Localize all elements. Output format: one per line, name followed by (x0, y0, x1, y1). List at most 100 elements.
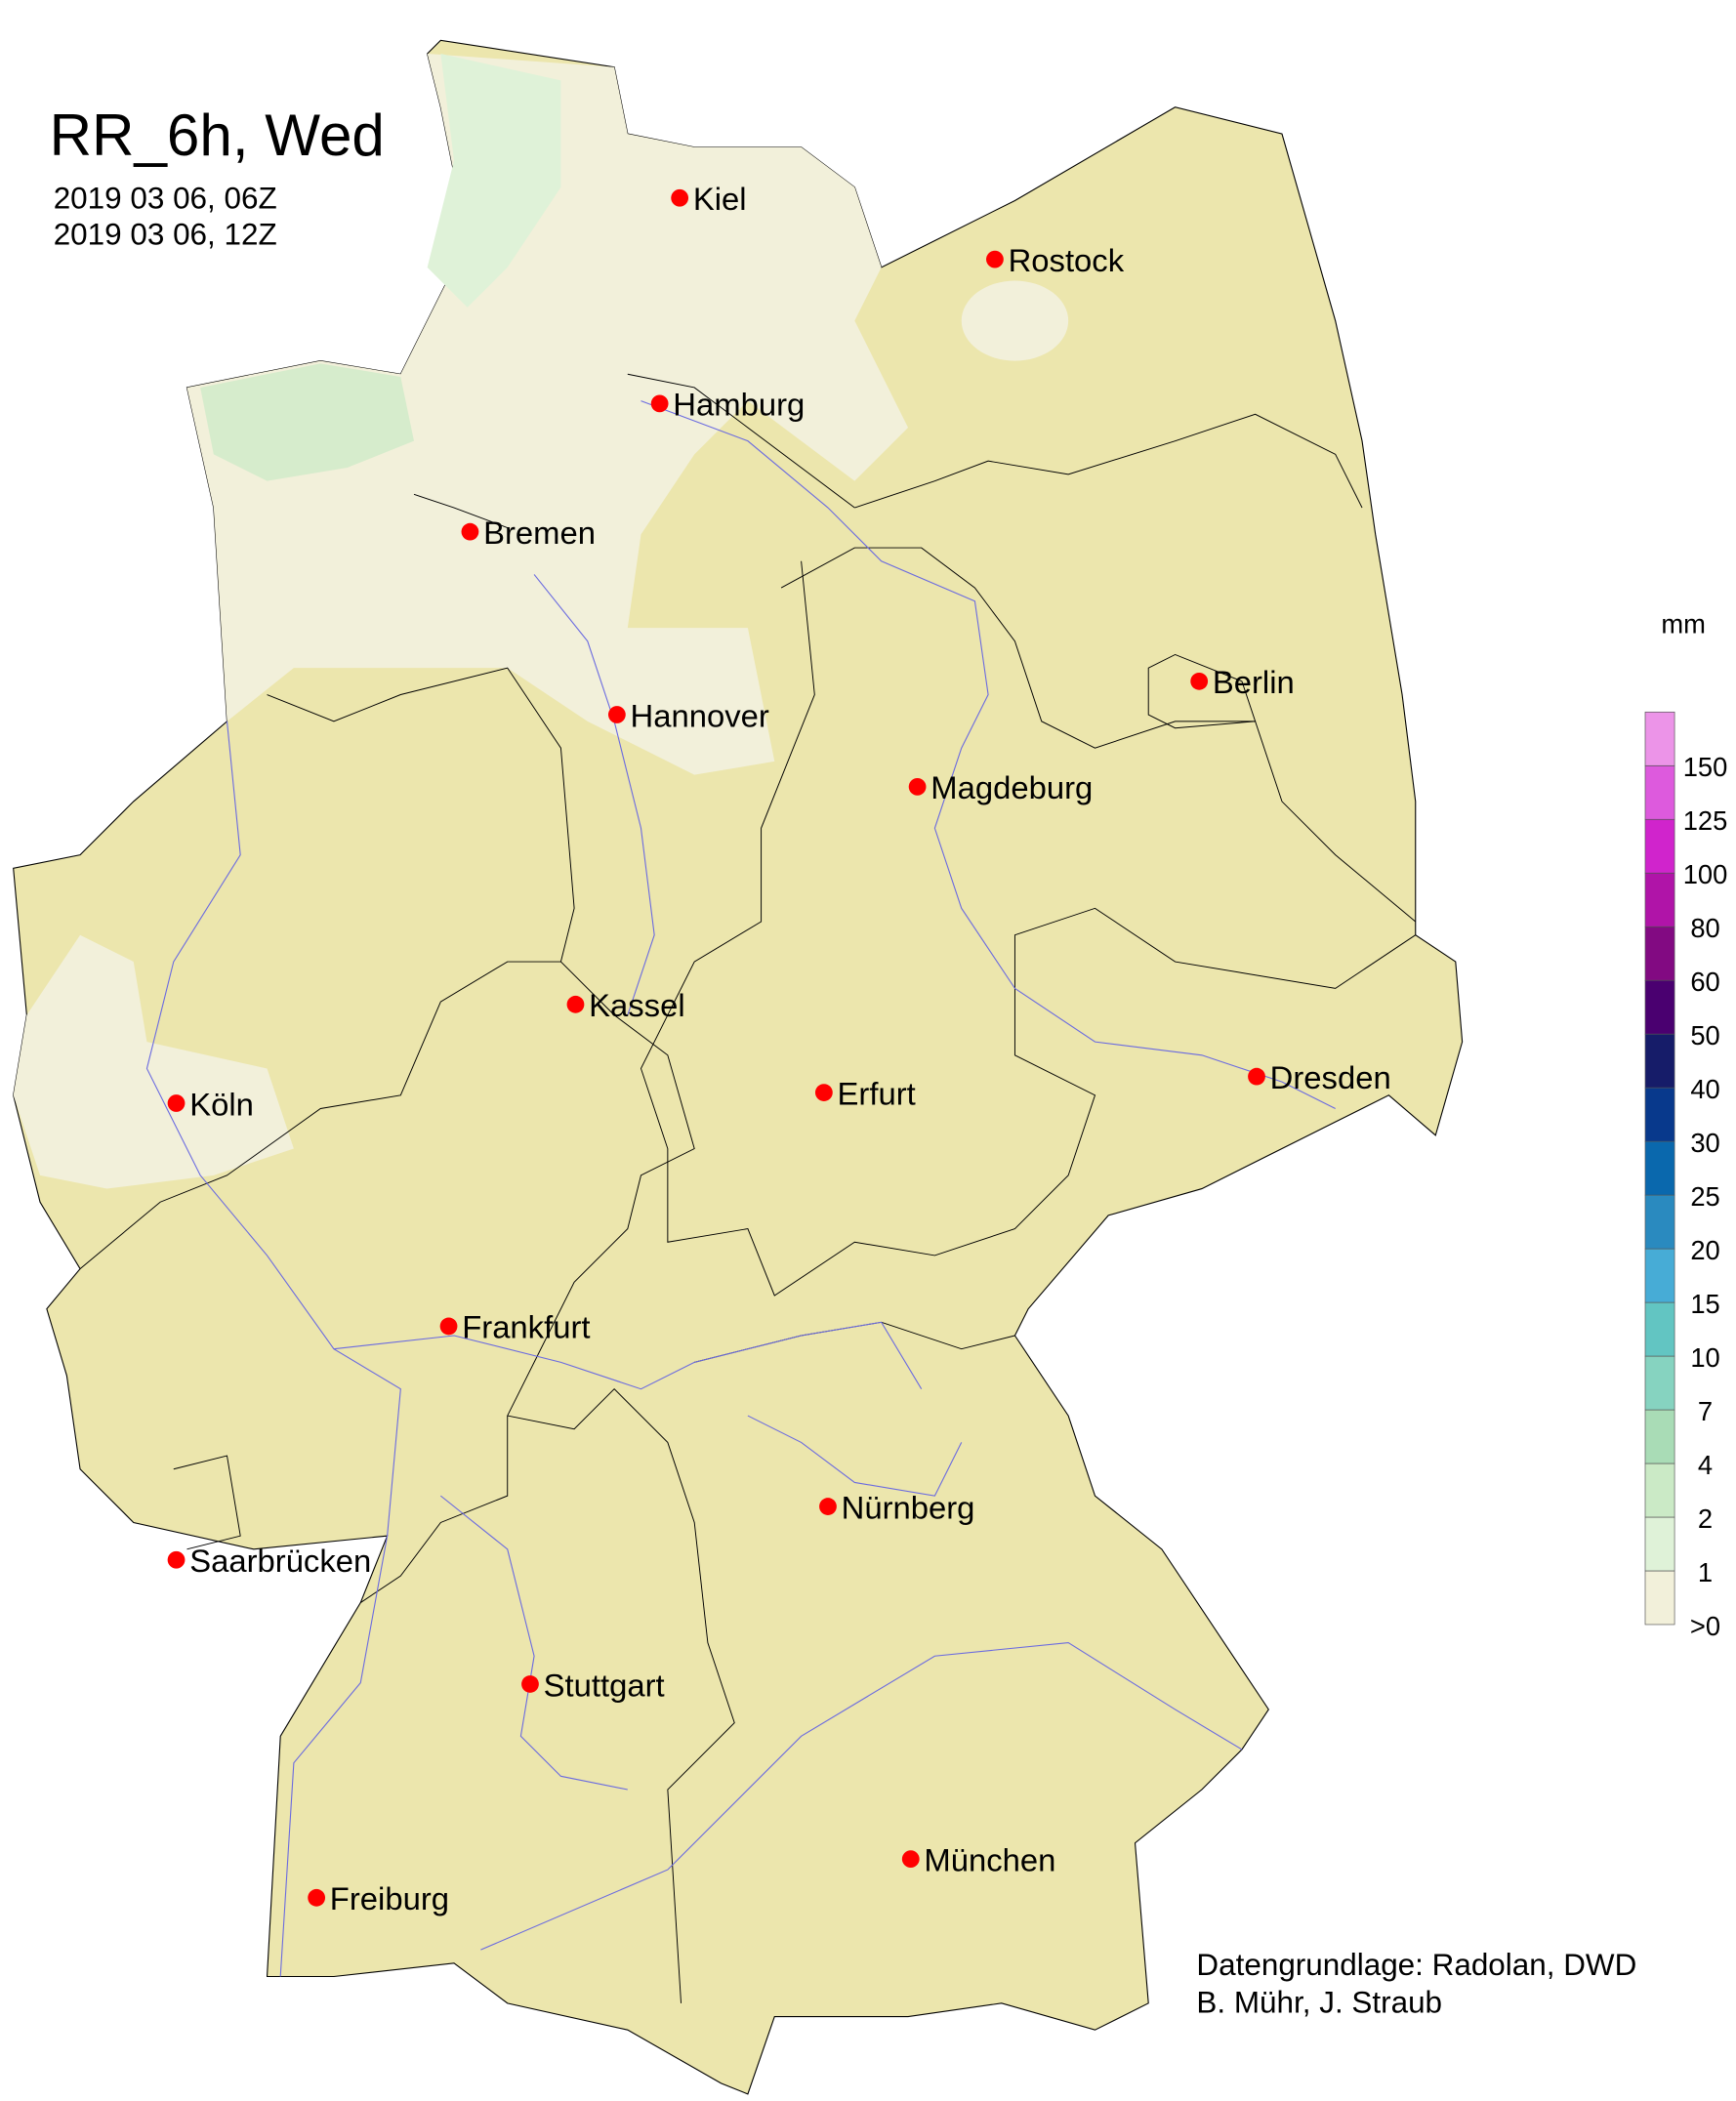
legend-swatch (1644, 1516, 1675, 1572)
rain-area-coast (427, 54, 561, 308)
city-label: Köln (189, 1086, 254, 1122)
city-label: Magdeburg (930, 769, 1093, 805)
city-marker (986, 250, 1004, 268)
city-freiburg: Freiburg (308, 1880, 449, 1916)
city-label: Hamburg (673, 387, 805, 423)
city-magdeburg: Magdeburg (908, 769, 1093, 805)
legend-label: 4 (1698, 1450, 1713, 1480)
legend-swatch (1644, 1301, 1675, 1357)
legend-swatch (1644, 818, 1675, 874)
city-marker (901, 1850, 920, 1869)
city-marker (908, 777, 927, 796)
city-label: Bremen (483, 515, 596, 551)
city-kassel: Kassel (566, 987, 685, 1023)
city-marker (819, 1498, 837, 1515)
legend-label: 40 (1690, 1074, 1719, 1104)
city-label: Hannover (631, 697, 769, 733)
city-label: Kassel (589, 987, 685, 1023)
legend-swatch (1644, 1248, 1675, 1303)
city-marker (308, 1888, 326, 1907)
legend-swatch (1644, 1409, 1675, 1464)
city-label: Kiel (693, 181, 747, 217)
legend-label: 7 (1698, 1396, 1713, 1426)
legend-swatch (1644, 711, 1675, 766)
legend-swatch (1644, 926, 1675, 981)
city-marker (566, 995, 585, 1013)
legend-label: 1 (1698, 1557, 1713, 1587)
credit-authors: B. Mühr, J. Straub (1196, 1985, 1442, 2019)
legend-swatch (1644, 1194, 1675, 1250)
legend-label: 20 (1690, 1235, 1719, 1265)
city-marker (461, 522, 479, 541)
city-label: Berlin (1213, 664, 1295, 700)
legend-label: 50 (1690, 1020, 1719, 1050)
legend-label: 150 (1683, 752, 1728, 782)
legend-swatch (1644, 1570, 1675, 1626)
city-label: Dresden (1270, 1059, 1391, 1095)
city-marker (167, 1094, 186, 1112)
city-berlin: Berlin (1190, 664, 1295, 700)
legend-swatch (1644, 1140, 1675, 1196)
legend-swatch (1644, 764, 1675, 820)
germany-map (13, 39, 1464, 2095)
city-label: Saarbrücken (189, 1543, 371, 1579)
city-label: Frankfurt (462, 1309, 590, 1345)
city-marker (650, 394, 669, 413)
city-marker (814, 1084, 833, 1101)
rivers (145, 400, 1336, 1977)
city-marker (167, 1550, 186, 1569)
legend-label: 60 (1690, 967, 1719, 997)
legend-swatch (1644, 1355, 1675, 1411)
city-label: München (924, 1841, 1055, 1877)
legend-swatch (1644, 979, 1675, 1035)
city-stuttgart: Stuttgart (521, 1667, 665, 1703)
city-rostock: Rostock (986, 242, 1125, 278)
light-rain-area-rostock (961, 280, 1069, 361)
city-kiel: Kiel (671, 181, 747, 217)
legend-label: 80 (1690, 913, 1719, 943)
city-markers: Kiel Rostock Hamburg Bremen Berlin Hannover Ma… (167, 181, 1391, 1916)
legend-label: 125 (1683, 805, 1728, 836)
legend-label: 10 (1690, 1342, 1719, 1373)
city-köln: Köln (167, 1086, 254, 1122)
city-label: Freiburg (330, 1880, 449, 1916)
city-marker (671, 188, 689, 207)
period-end: 2019 03 06, 12Z (54, 218, 277, 252)
city-erfurt: Erfurt (814, 1075, 916, 1111)
light-rain-area-north (186, 54, 909, 775)
city-label: Stuttgart (544, 1667, 665, 1703)
legend-swatch (1644, 1087, 1675, 1142)
city-saarbrücken: Saarbrücken (167, 1543, 371, 1579)
city-dresden: Dresden (1248, 1059, 1391, 1095)
legend-label: 30 (1690, 1128, 1719, 1158)
light-rain-area-west (13, 934, 294, 1189)
city-label: Erfurt (838, 1075, 916, 1111)
legend-label: >0 (1690, 1611, 1720, 1641)
legend-swatch (1644, 1462, 1675, 1518)
credit-data-source: Datengrundlage: Radolan, DWD (1196, 1948, 1636, 1982)
map-title: RR_6h, Wed (50, 103, 385, 168)
rain-area-eastfrisia (200, 363, 414, 481)
city-label: Nürnberg (842, 1489, 975, 1525)
city-bremen: Bremen (461, 515, 596, 551)
city-hannover: Hannover (607, 697, 769, 733)
color-legend: mm >0 1 2 4 7 10 15 20 25 30 40 50 60 80 100 125 150 (1644, 609, 1728, 1641)
city-nürnberg: Nürnberg (819, 1489, 974, 1525)
legend-unit: mm (1661, 609, 1706, 639)
city-marker (521, 1675, 539, 1693)
legend-label: 25 (1690, 1181, 1719, 1212)
legend-label: 2 (1698, 1504, 1713, 1534)
city-hamburg: Hamburg (650, 387, 805, 423)
legend-swatch (1644, 1033, 1675, 1089)
city-marker (439, 1317, 458, 1336)
city-label: Rostock (1009, 242, 1125, 278)
legend-swatch (1644, 872, 1675, 927)
state-borders (79, 373, 1417, 2003)
period-start: 2019 03 06, 06Z (54, 182, 277, 216)
city-marker (1248, 1067, 1265, 1086)
legend-label: 100 (1683, 859, 1728, 889)
city-marker (1190, 672, 1209, 690)
city-münchen: München (901, 1841, 1055, 1877)
city-frankfurt: Frankfurt (439, 1309, 591, 1345)
